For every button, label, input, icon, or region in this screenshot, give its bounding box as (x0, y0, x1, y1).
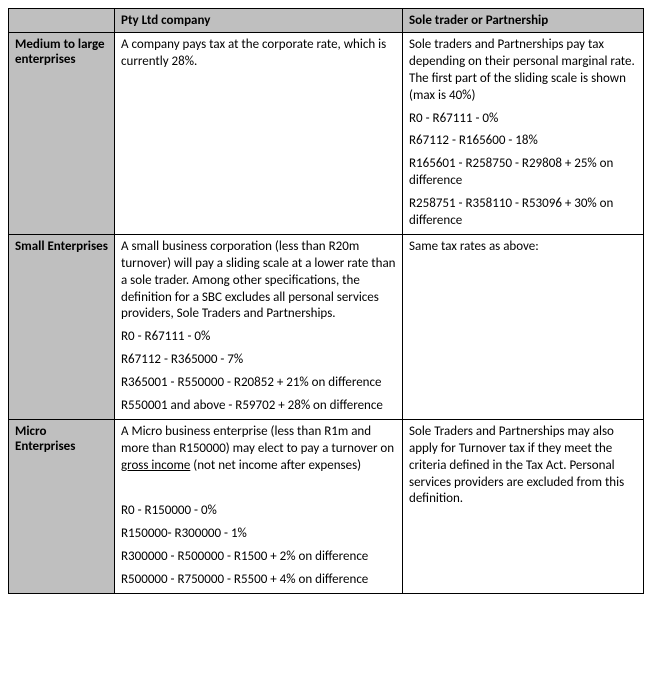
cell-paragraph: R0 - R67111 - 0% (409, 111, 637, 128)
row-medium-large-sole-trader-cell: Sole traders and Partnerships pay tax de… (403, 33, 644, 235)
row-micro-sole-trader-cell: Sole Traders and Partnerships may also a… (403, 419, 644, 593)
text-run: R500000 - R750000 - R5500 + 4% on differ… (121, 572, 368, 587)
row-small-pty-ltd-cell: A small business corporation (less than … (115, 234, 403, 419)
cell-paragraph: A company pays tax at the corporate rate… (121, 37, 396, 71)
text-run: R300000 - R500000 - R1500 + 2% on differ… (121, 549, 368, 564)
cell-paragraph: R258751 - R358110 - R53096 + 30% on diff… (409, 196, 637, 230)
cell-paragraph: R550001 and above - R59702 + 28% on diff… (121, 398, 396, 415)
text-run: R150000- R300000 - 1% (121, 526, 247, 541)
header-corner (9, 9, 115, 33)
row-small-sole-trader-cell: Same tax rates as above: (403, 234, 644, 419)
cell-paragraph: R150000- R300000 - 1% (121, 526, 396, 543)
cell-paragraph (121, 481, 396, 498)
row-medium-large-label: Medium to large enterprises (9, 33, 115, 235)
text-run: (not net income after expenses) (190, 458, 361, 473)
row-micro-label: Micro Enterprises (9, 419, 115, 593)
table-row: Small EnterprisesA small business corpor… (9, 234, 644, 419)
cell-paragraph: Sole traders and Partnerships pay tax de… (409, 37, 637, 105)
cell-paragraph: Sole Traders and Partnerships may also a… (409, 424, 637, 508)
cell-paragraph: R300000 - R500000 - R1500 + 2% on differ… (121, 549, 396, 566)
cell-paragraph: R0 - R67111 - 0% (121, 329, 396, 346)
cell-paragraph: A Micro business enterprise (less than R… (121, 424, 396, 475)
cell-paragraph: R365001 - R550000 - R20852 + 21% on diff… (121, 375, 396, 392)
cell-paragraph: A small business corporation (less than … (121, 239, 396, 323)
text-run: gross income (121, 458, 190, 473)
cell-paragraph: R67112 - R365000 - 7% (121, 352, 396, 369)
table-body: Medium to large enterprisesA company pay… (9, 33, 644, 594)
col-header-sole-trader: Sole trader or Partnership (403, 9, 644, 33)
table-row: Medium to large enterprisesA company pay… (9, 33, 644, 235)
table-row: Micro EnterprisesA Micro business enterp… (9, 419, 644, 593)
header-row: Pty Ltd company Sole trader or Partnersh… (9, 9, 644, 33)
cell-paragraph: R500000 - R750000 - R5500 + 4% on differ… (121, 572, 396, 589)
row-micro-pty-ltd-cell: A Micro business enterprise (less than R… (115, 419, 403, 593)
text-run: R0 - R150000 - 0% (121, 503, 217, 518)
col-header-pty-ltd: Pty Ltd company (115, 9, 403, 33)
text-run: A Micro business enterprise (less than R… (121, 424, 394, 456)
tax-comparison-table: Pty Ltd company Sole trader or Partnersh… (8, 8, 644, 594)
cell-paragraph: Same tax rates as above: (409, 239, 637, 256)
row-small-label: Small Enterprises (9, 234, 115, 419)
row-medium-large-pty-ltd-cell: A company pays tax at the corporate rate… (115, 33, 403, 235)
cell-paragraph: R67112 - R165600 - 18% (409, 133, 637, 150)
cell-paragraph: R0 - R150000 - 0% (121, 503, 396, 520)
cell-paragraph: R165601 - R258750 - R29808 + 25% on diff… (409, 156, 637, 190)
